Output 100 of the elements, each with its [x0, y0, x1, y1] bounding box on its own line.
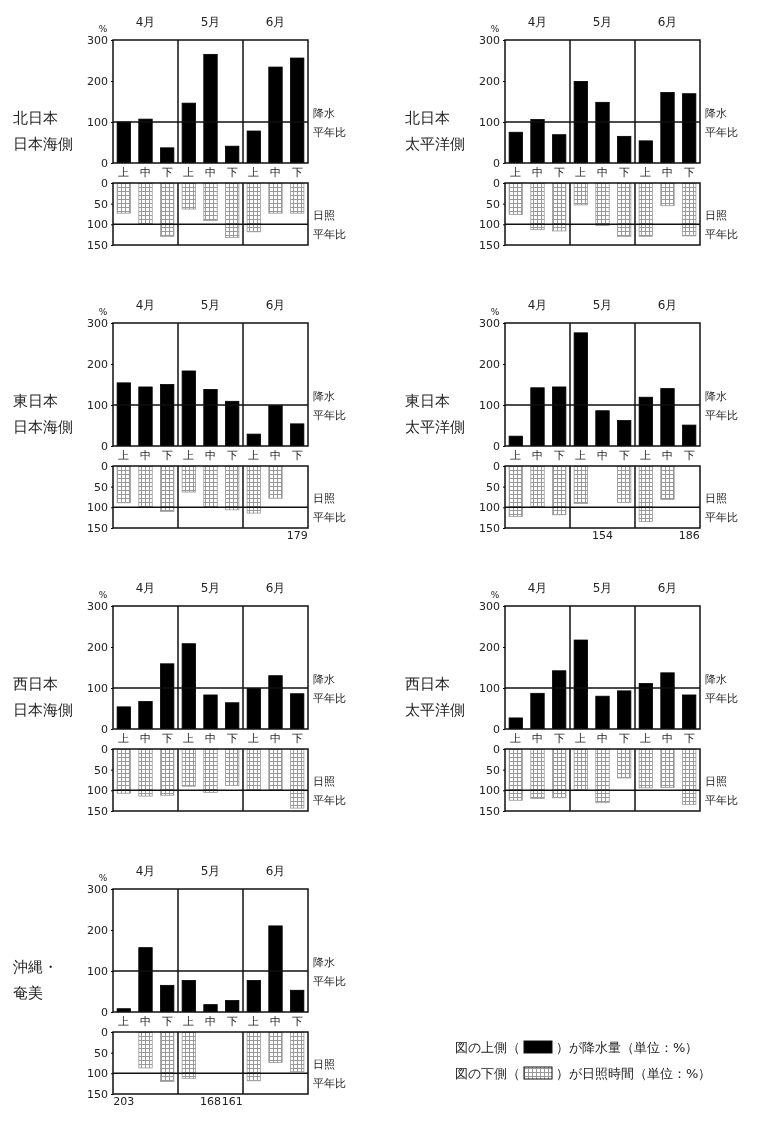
x-tick-label: 中 — [597, 448, 608, 462]
text: 186 — [678, 529, 700, 542]
ref-line-label: 日照 — [313, 209, 335, 223]
x-tick-label: 上 — [575, 731, 587, 745]
y-tick-label: 0 — [101, 743, 108, 757]
bar — [508, 749, 523, 801]
bar — [508, 183, 523, 215]
y-tick-label: 150 — [479, 805, 500, 819]
text: 179 — [286, 529, 308, 542]
bar — [225, 466, 240, 511]
text: 日本海側 — [13, 700, 73, 719]
y-tick-label: 100 — [479, 784, 500, 798]
y-tick-label: 100 — [87, 399, 108, 413]
bar — [181, 183, 196, 210]
ref-line-label: 降水 — [705, 673, 727, 686]
text: 平年比 — [313, 975, 346, 988]
text: 4月 — [135, 298, 156, 312]
text: 太平洋側 — [405, 134, 465, 153]
bar — [138, 466, 153, 508]
y-tick-label: 0 — [493, 723, 500, 737]
bar — [595, 749, 610, 804]
x-tick-label: 下 — [161, 165, 173, 179]
x-tick-label: 下 — [226, 165, 238, 179]
y-axis-title: % — [98, 590, 108, 600]
x-tick-label: 下 — [226, 1014, 238, 1028]
y-axis-title: % — [98, 873, 108, 883]
x-tick-label: 下 — [683, 165, 695, 179]
y-tick-label: 50 — [486, 763, 500, 777]
bar — [116, 706, 131, 729]
text: 平年比 — [705, 794, 738, 808]
bar — [246, 1032, 261, 1082]
y-tick-label: 300 — [479, 34, 500, 48]
y-tick-label: 150 — [87, 1088, 108, 1102]
bar — [508, 717, 523, 729]
y-tick-label: 200 — [479, 75, 500, 89]
x-tick-label: 下 — [553, 448, 565, 462]
bar — [530, 183, 545, 231]
y-axis-title: % — [490, 307, 500, 317]
y-tick-label: 100 — [479, 218, 500, 232]
text: 5月 — [200, 15, 221, 29]
text: 6月 — [657, 15, 678, 29]
bar — [225, 145, 240, 163]
bar — [181, 370, 196, 446]
bar — [268, 675, 283, 729]
ref-line-label: 降水 — [313, 673, 335, 686]
bar — [617, 749, 632, 779]
bar — [116, 382, 131, 446]
bar — [246, 749, 261, 791]
x-tick-label: 上 — [118, 1014, 130, 1028]
bar — [530, 692, 545, 729]
x-tick-label: 中 — [205, 448, 216, 462]
text: 5月 — [200, 864, 221, 878]
text: 平年比 — [313, 126, 346, 139]
bar — [290, 423, 305, 446]
y-tick-label: 200 — [87, 75, 108, 89]
text: 平年比 — [313, 1077, 346, 1091]
bar — [268, 405, 283, 446]
bar — [160, 384, 175, 446]
y-tick-label: 100 — [479, 399, 500, 413]
bar — [660, 466, 675, 500]
bar — [181, 102, 196, 163]
y-axis-title: % — [490, 24, 500, 34]
bar — [160, 183, 175, 237]
text: 6月 — [265, 864, 286, 878]
x-tick-label: 上 — [575, 165, 587, 179]
bar — [638, 683, 653, 729]
ref-line-label: 日照 — [705, 492, 727, 506]
y-axis-title: % — [98, 307, 108, 317]
x-tick-label: 中 — [662, 448, 673, 462]
text: 平年比 — [313, 692, 346, 705]
y-tick-label: 0 — [101, 157, 108, 171]
bar — [617, 420, 632, 446]
y-tick-label: 0 — [101, 1026, 108, 1040]
text: 西日本 — [13, 674, 58, 693]
text: 平年比 — [705, 126, 738, 139]
bar — [268, 66, 283, 163]
y-tick-label: 100 — [87, 501, 108, 515]
x-tick-label: 下 — [553, 165, 565, 179]
x-tick-label: 上 — [183, 448, 195, 462]
x-tick-label: 上 — [183, 731, 195, 745]
x-tick-label: 中 — [205, 731, 216, 745]
y-tick-label: 200 — [87, 641, 108, 655]
bar — [638, 396, 653, 446]
bar — [508, 466, 523, 517]
x-tick-label: 上 — [510, 165, 522, 179]
ref-line-label: 降水 — [313, 956, 335, 969]
x-tick-label: 中 — [597, 165, 608, 179]
x-tick-label: 下 — [291, 1014, 303, 1028]
bar — [290, 749, 305, 809]
bar — [138, 701, 153, 729]
bar — [160, 147, 175, 163]
y-tick-label: 0 — [101, 1006, 108, 1020]
text: 奄美 — [13, 983, 43, 1002]
y-tick-label: 50 — [94, 763, 108, 777]
ref-line-label: 日照 — [705, 775, 727, 789]
x-tick-label: 下 — [291, 448, 303, 462]
bar — [116, 749, 131, 794]
ref-line-label: 降水 — [705, 107, 727, 120]
x-tick-label: 中 — [270, 165, 281, 179]
text: 平年比 — [313, 794, 346, 808]
